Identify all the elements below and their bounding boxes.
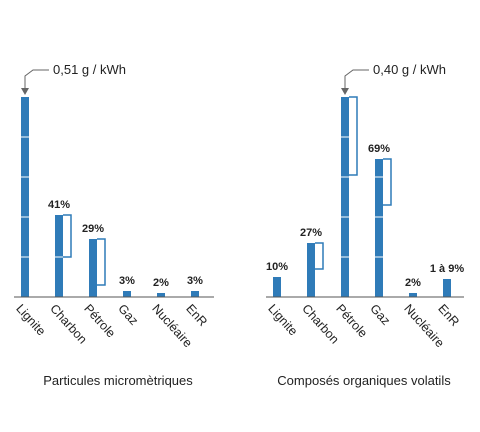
annotation-arrowhead (21, 88, 29, 95)
chart-2: 10%Lignite27%CharbonPétrole69%Gaz2%Nuclé… (265, 62, 464, 388)
range-bracket (383, 158, 392, 206)
data-label: 2% (153, 277, 169, 289)
bar (191, 291, 199, 297)
data-label: 41% (48, 199, 70, 211)
bar (273, 277, 281, 297)
chart-1: Lignite41%Charbon29%Pétrole3%Gaz2%Nucléa… (13, 62, 214, 388)
range-bracket (349, 96, 358, 176)
data-label: 27% (300, 227, 322, 239)
data-label: 2% (405, 277, 421, 289)
annotation-leader (344, 69, 369, 92)
bar (375, 159, 383, 297)
bar (157, 293, 165, 297)
bar (21, 97, 29, 297)
data-label: 69% (368, 143, 390, 155)
bar (307, 243, 315, 297)
bar (341, 97, 349, 297)
chart-title: Composés organiques volatils (277, 373, 451, 388)
category-label: Gaz (115, 302, 141, 328)
category-label: EnR (435, 302, 462, 329)
bar (123, 291, 131, 297)
category-label: Gaz (367, 302, 393, 328)
annotation-text: 0,40 g / kWh (373, 62, 446, 77)
bar (55, 215, 63, 297)
data-label: 1 à 9% (430, 263, 464, 275)
annotation-arrowhead (341, 88, 349, 95)
annotation-leader (24, 69, 49, 92)
range-bracket (97, 238, 106, 286)
data-label: 29% (82, 223, 104, 235)
category-label: Lignite (265, 302, 300, 339)
data-label: 3% (187, 275, 203, 287)
bar (443, 279, 451, 297)
bar (89, 239, 97, 297)
data-label: 10% (266, 261, 288, 273)
range-bracket (315, 242, 324, 270)
category-label: EnR (183, 302, 210, 329)
annotation-text: 0,51 g / kWh (53, 62, 126, 77)
chart-title: Particules micromètriques (43, 373, 193, 388)
category-label: Lignite (13, 302, 48, 339)
range-bracket (63, 214, 72, 258)
bar (409, 293, 417, 297)
data-label: 3% (119, 275, 135, 287)
